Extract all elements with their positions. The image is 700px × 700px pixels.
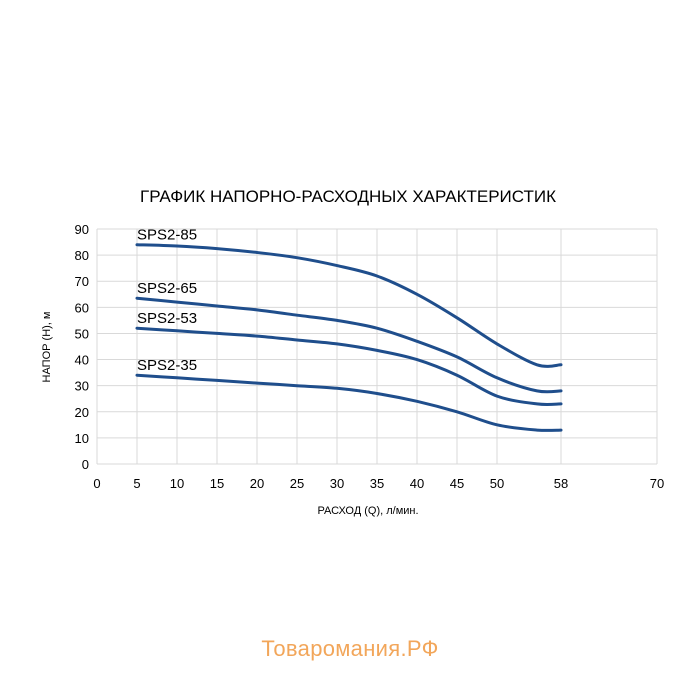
y-tick-label: 0 — [82, 457, 89, 472]
x-tick-label: 40 — [410, 476, 424, 491]
series-label-sps2-65: SPS2-65 — [137, 280, 197, 297]
y-tick-label: 70 — [75, 274, 89, 289]
x-tick-label: 45 — [450, 476, 464, 491]
y-tick-label: 60 — [75, 300, 89, 315]
series-label-sps2-53: SPS2-53 — [137, 310, 197, 327]
y-tick-label: 90 — [75, 222, 89, 237]
y-tick-label: 80 — [75, 248, 89, 263]
x-tick-label: 15 — [210, 476, 224, 491]
watermark-text: Товаромания.РФ — [261, 636, 439, 661]
y-tick-label: 30 — [75, 379, 89, 394]
series-label-sps2-85: SPS2-85 — [137, 227, 197, 244]
x-tick-label: 10 — [170, 476, 184, 491]
y-tick-label: 10 — [75, 431, 89, 446]
y-tick-label: 20 — [75, 405, 89, 420]
x-tick-label: 30 — [330, 476, 344, 491]
y-axis-label: НАПОР (H), м — [41, 312, 53, 383]
tick-labels: 0 10 20 30 40 50 60 70 80 90 0 5 10 15 20 25 30 35 40 45 50 5… — [75, 222, 665, 491]
series-line-sps2-53 — [135, 326, 563, 407]
series-line-sps2-65 — [135, 296, 563, 394]
x-tick-label: 5 — [133, 476, 140, 491]
x-tick-label: 70 — [650, 476, 664, 491]
series-label-sps2-35: SPS2-35 — [137, 357, 197, 374]
y-tick-label: 50 — [75, 326, 89, 341]
series-line-sps2-35 — [135, 373, 563, 432]
series-line-sps2-85 — [135, 243, 563, 368]
x-tick-label: 25 — [290, 476, 304, 491]
chart-title: ГРАФИК НАПОРНО-РАСХОДНЫХ ХАРАКТЕРИСТИК — [140, 187, 556, 206]
grid — [96, 228, 658, 465]
x-axis-label: РАСХОД (Q), л/мин. — [317, 505, 418, 517]
x-tick-label: 20 — [250, 476, 264, 491]
x-tick-label: 50 — [490, 476, 504, 491]
x-tick-label: 35 — [370, 476, 384, 491]
x-tick-label: 0 — [93, 476, 100, 491]
series-curves — [135, 243, 563, 432]
y-tick-label: 40 — [75, 353, 89, 368]
x-tick-label: 58 — [554, 476, 568, 491]
series-labels: SPS2-85 SPS2-65 SPS2-53 SPS2-35 — [137, 227, 197, 375]
